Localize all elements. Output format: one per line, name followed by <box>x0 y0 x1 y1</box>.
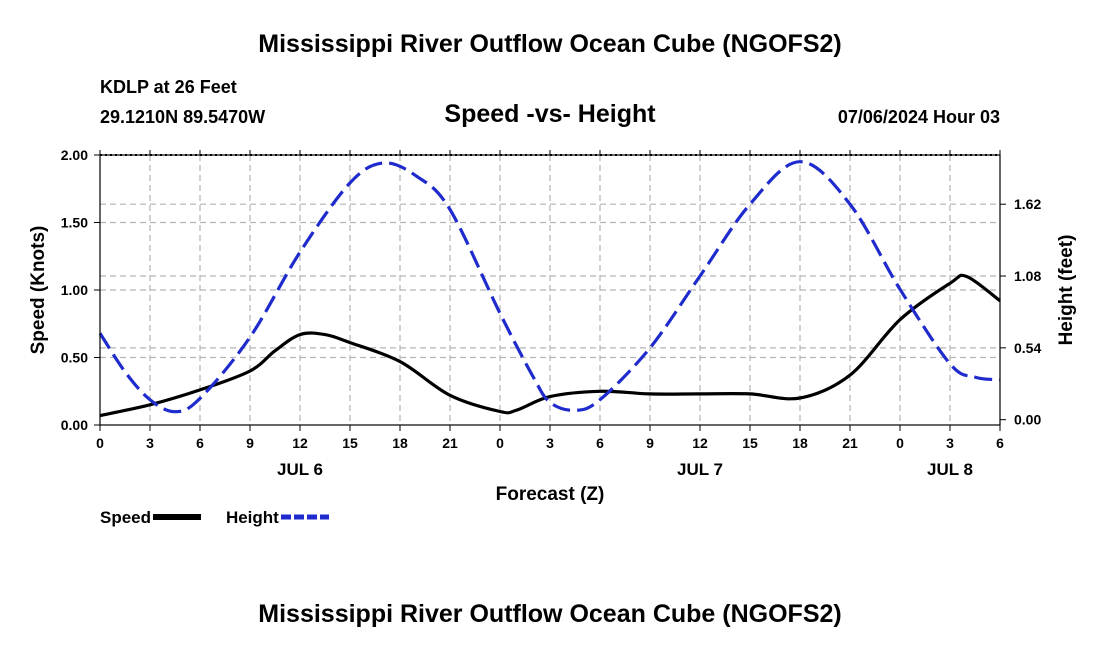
y-tick-label: 0.50 <box>61 350 88 366</box>
chart-title: Speed -vs- Height <box>444 100 656 128</box>
x-day-label: JUL 7 <box>677 460 723 479</box>
y2-tick-label: 0.54 <box>1014 340 1041 356</box>
footer-title: Mississippi River Outflow Ocean Cube (NG… <box>258 600 842 628</box>
x-tick-label: 9 <box>646 435 654 451</box>
legend-height-label: Height <box>225 508 279 527</box>
x-tick-label: 18 <box>392 435 408 451</box>
y-tick-label: 1.00 <box>61 282 88 298</box>
x-tick-label: 9 <box>246 435 254 451</box>
station-label: KDLP at 26 Feet <box>100 77 237 97</box>
x-tick-label: 15 <box>742 435 758 451</box>
x-tick-label: 6 <box>996 435 1004 451</box>
x-tick-label: 12 <box>292 435 308 451</box>
x-tick-label: 3 <box>946 435 954 451</box>
y2-tick-label: 1.08 <box>1014 268 1041 284</box>
legend-speed-line <box>151 510 203 528</box>
height-series-line <box>98 160 1001 414</box>
y2-tick-label: 1.62 <box>1014 196 1041 212</box>
forecast-datetime: 07/06/2024 Hour 03 <box>837 107 1000 127</box>
legend-speed-label: Speed <box>100 508 152 527</box>
x-tick-label: 6 <box>196 435 204 451</box>
speed-series-line <box>99 273 1001 418</box>
x-axis-title: Forecast (Z) <box>496 484 605 505</box>
x-tick-label: 0 <box>896 435 904 451</box>
page-title: Mississippi River Outflow Ocean Cube (NG… <box>258 30 842 58</box>
x-tick-label: 21 <box>442 435 458 451</box>
x-tick-label: 15 <box>342 435 358 451</box>
y-axis-title: Speed (Knots) <box>28 226 49 355</box>
y2-tick-label: 0.00 <box>1014 412 1041 428</box>
x-day-label: JUL 6 <box>277 460 323 479</box>
grid <box>100 155 1000 425</box>
x-tick-label: 0 <box>496 435 504 451</box>
x-tick-label: 3 <box>546 435 554 451</box>
speed-height-chart: 0 3 6 9 12 15 18 21 0 3 6 9 12 15 18 21 0 3 6 JUL 6 JUL 7 JUL… <box>28 147 1077 505</box>
x-tick-label: 12 <box>692 435 708 451</box>
x-tick-label: 0 <box>96 435 104 451</box>
axes: 0 3 6 9 12 15 18 21 0 3 6 9 12 15 18 21 0 3 6 JUL 6 JUL 7 JUL… <box>28 147 1077 505</box>
x-day-label: JUL 8 <box>927 460 973 479</box>
x-tick-label: 18 <box>792 435 808 451</box>
x-tick-label: 21 <box>842 435 858 451</box>
y2-axis-title: Height (feet) <box>1056 235 1077 346</box>
series-lines <box>98 160 1001 418</box>
y-tick-label: 1.50 <box>61 215 88 231</box>
y-tick-label: 2.00 <box>61 147 88 163</box>
x-tick-label: 3 <box>146 435 154 451</box>
legend-height-line <box>279 510 331 528</box>
station-coordinates: 29.1210N 89.5470W <box>100 107 266 127</box>
y-tick-label: 0.00 <box>61 417 88 433</box>
legend: Speed Height <box>100 508 331 528</box>
x-tick-label: 6 <box>596 435 604 451</box>
